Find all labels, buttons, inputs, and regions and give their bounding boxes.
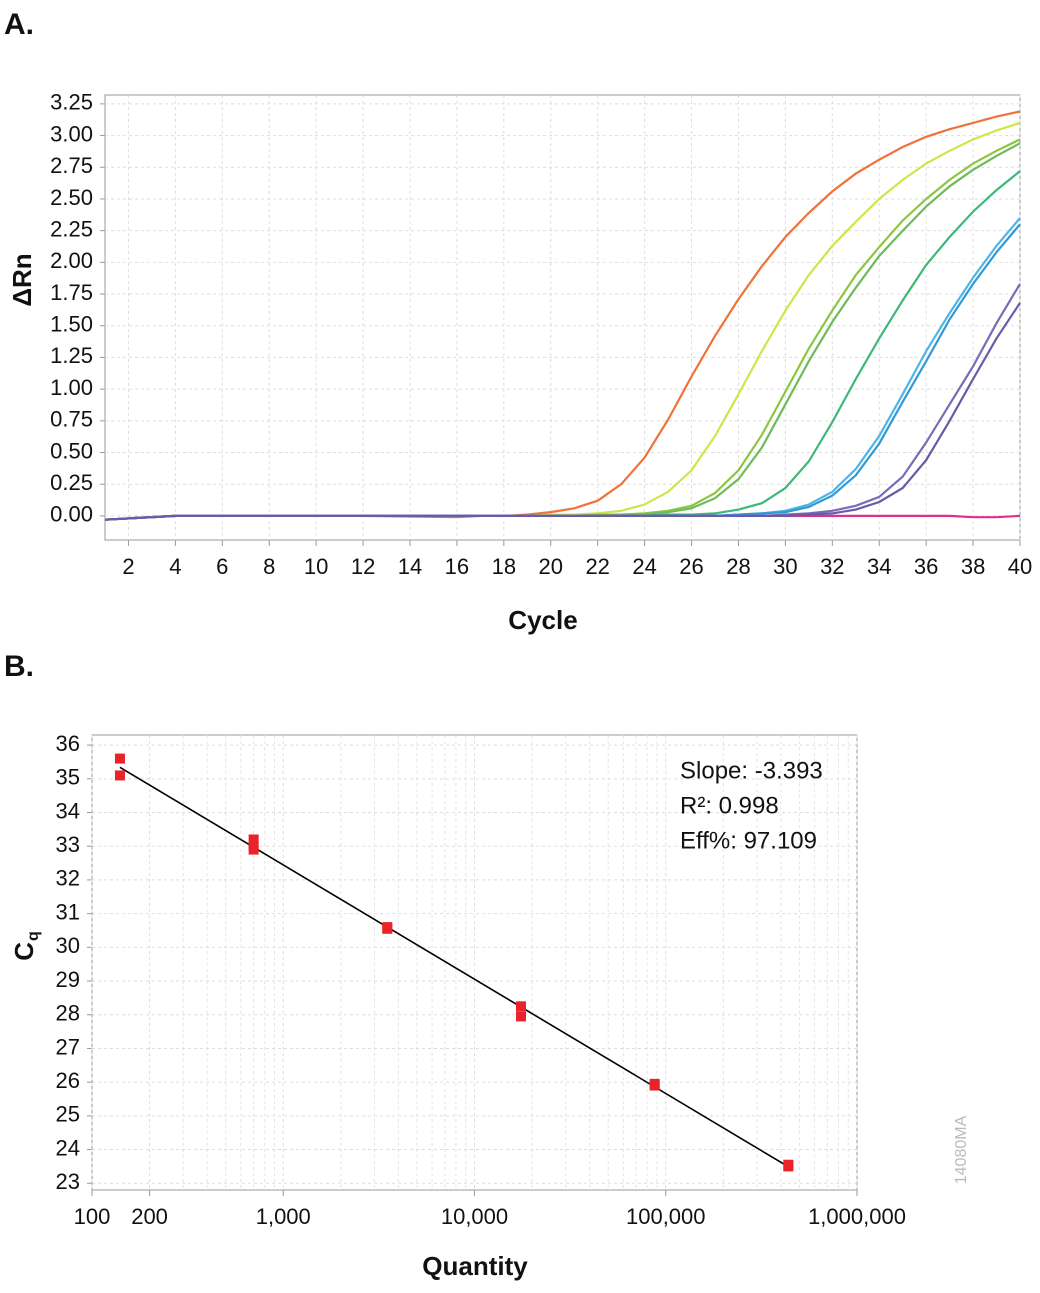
point <box>114 753 125 764</box>
y-tick-label: 33 <box>56 832 80 857</box>
x-tick-label: 36 <box>914 554 938 579</box>
y-tick-label: 0.50 <box>50 438 93 463</box>
y-axis-label-sub: q <box>25 931 42 941</box>
x-tick-label: 22 <box>585 554 609 579</box>
y-tick-label: 1.75 <box>50 280 93 305</box>
x-tick-label: 10 <box>304 554 328 579</box>
point <box>783 1159 794 1170</box>
fit-line <box>119 766 789 1168</box>
y-tick-label: 32 <box>56 866 80 891</box>
x-tick-label: 40 <box>1008 554 1032 579</box>
x-tick-label: 38 <box>961 554 985 579</box>
y-tick-label: 28 <box>56 1001 80 1026</box>
y-tick-label: 34 <box>56 798 80 823</box>
x-tick-label: 100 <box>74 1204 111 1229</box>
y-tick-label: 0.00 <box>50 502 93 527</box>
y-tick-label: 0.25 <box>50 470 93 495</box>
x-tick-label: 1,000,000 <box>808 1204 906 1229</box>
y-tick-label: 29 <box>56 967 80 992</box>
x-tick-label: 26 <box>679 554 703 579</box>
x-tick-label: 20 <box>539 554 563 579</box>
y-tick-label: 1.50 <box>50 312 93 337</box>
annotation: Slope: -3.393 <box>680 757 823 784</box>
watermark: 14080MA <box>953 1115 970 1184</box>
y-tick-label: 3.25 <box>50 90 93 115</box>
x-tick-label: 8 <box>263 554 275 579</box>
x-tick-label: 2 <box>122 554 134 579</box>
x-tick-label: 24 <box>632 554 656 579</box>
point <box>248 844 259 855</box>
x-tick-label: 14 <box>398 554 422 579</box>
y-tick-label: 2.50 <box>50 185 93 210</box>
point <box>114 770 125 781</box>
panel-label: A. <box>4 8 34 41</box>
x-tick-label: 28 <box>726 554 750 579</box>
x-tick-label: 6 <box>216 554 228 579</box>
y-axis-label: ΔRn <box>7 253 37 306</box>
y-tick-label: 3.00 <box>50 121 93 146</box>
x-axis-label: Quantity <box>422 1251 528 1281</box>
plot-area <box>104 94 1021 541</box>
y-tick-label: 2.00 <box>50 248 93 273</box>
annotation: Eff%: 97.109 <box>680 827 817 854</box>
y-tick-label: 1.25 <box>50 343 93 368</box>
x-tick-label: 12 <box>351 554 375 579</box>
x-axis-label: Cycle <box>508 605 577 635</box>
x-tick-label: 18 <box>492 554 516 579</box>
y-tick-label: 1.00 <box>50 375 93 400</box>
y-tick-label: 2.75 <box>50 153 93 178</box>
y-tick-label: 27 <box>56 1034 80 1059</box>
y-tick-label: 26 <box>56 1068 80 1093</box>
y-axis-label: C q <box>9 931 42 961</box>
x-tick-label: 1,000 <box>256 1204 311 1229</box>
x-tick-label: 10,000 <box>441 1204 508 1229</box>
panel-label: B. <box>4 650 34 683</box>
point <box>515 1011 526 1022</box>
y-tick-label: 25 <box>56 1102 80 1127</box>
y-tick-label: 2.25 <box>50 216 93 241</box>
x-tick-label: 100,000 <box>626 1204 706 1229</box>
point <box>649 1078 660 1089</box>
point <box>248 834 259 845</box>
y-tick-label: 36 <box>56 731 80 756</box>
amplification-curve <box>104 302 1021 521</box>
annotation: R²: 0.998 <box>680 792 779 819</box>
x-tick-label: 16 <box>445 554 469 579</box>
y-axis-label-main: C <box>9 942 39 961</box>
y-tick-label: 24 <box>56 1135 80 1160</box>
y-tick-label: 0.75 <box>50 407 93 432</box>
y-tick-label: 31 <box>56 899 80 924</box>
x-tick-label: 200 <box>131 1204 168 1229</box>
x-tick-label: 4 <box>169 554 181 579</box>
x-tick-label: 32 <box>820 554 844 579</box>
point <box>382 923 393 934</box>
y-tick-label: 30 <box>56 933 80 958</box>
y-tick-label: 35 <box>56 765 80 790</box>
x-tick-label: 30 <box>773 554 797 579</box>
point <box>515 1001 526 1012</box>
y-tick-label: 23 <box>56 1169 80 1194</box>
x-tick-label: 34 <box>867 554 891 579</box>
